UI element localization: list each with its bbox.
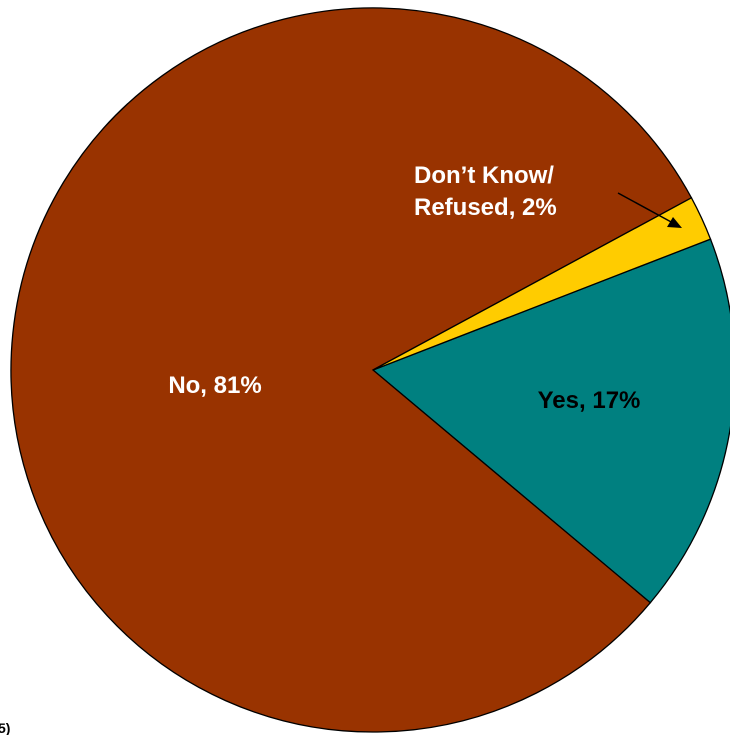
slice-dont-know: [372, 196, 712, 371]
slice-yes: [371, 238, 730, 604]
pie-slices: [10, 7, 730, 733]
dont-know-leader-arrowhead: [667, 217, 682, 228]
label-dont-know-line1: Don’t Know/: [414, 162, 554, 189]
dont-know-leader-line: [617, 192, 674, 224]
label-yes: Yes, 17%: [538, 387, 641, 414]
slice-no: [10, 7, 693, 733]
label-dont-know-line2: Refused, 2%: [414, 194, 557, 221]
clipped-footnote-text: 5): [0, 720, 10, 735]
label-no: No, 81%: [168, 372, 261, 399]
